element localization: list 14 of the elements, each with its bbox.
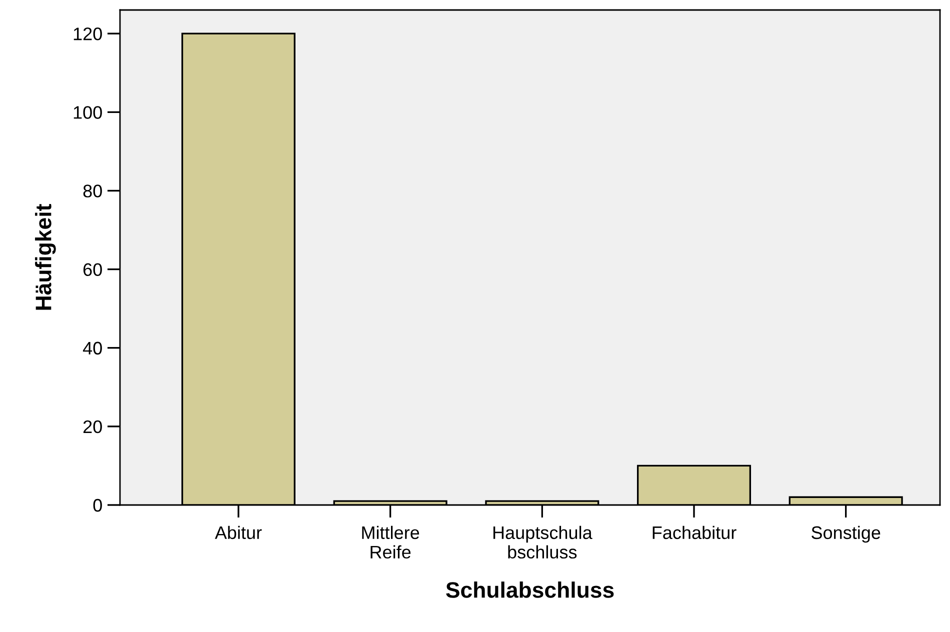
x-tick-label: Fachabitur bbox=[652, 526, 736, 540]
y-tick-label: 80 bbox=[83, 184, 102, 198]
x-tick-label: Sonstige bbox=[812, 526, 880, 543]
y-tick-label: 40 bbox=[82, 342, 102, 355]
y-tick-label: 120 bbox=[74, 28, 102, 40]
x-tick-label: Abitur bbox=[214, 526, 262, 540]
x-tick-label: Mittlere Reife bbox=[362, 526, 420, 559]
y-tick-label: 20 bbox=[83, 420, 102, 434]
y-axis-title: Häufigkeit bbox=[35, 204, 56, 310]
y-tick-label: 60 bbox=[83, 263, 102, 276]
y-tick-label: 100 bbox=[74, 106, 102, 119]
y-tick-label: 0 bbox=[93, 498, 102, 512]
x-axis-title: Schulabschluss bbox=[446, 582, 614, 598]
x-tick-label: Hauptschula bschluss bbox=[493, 526, 592, 559]
